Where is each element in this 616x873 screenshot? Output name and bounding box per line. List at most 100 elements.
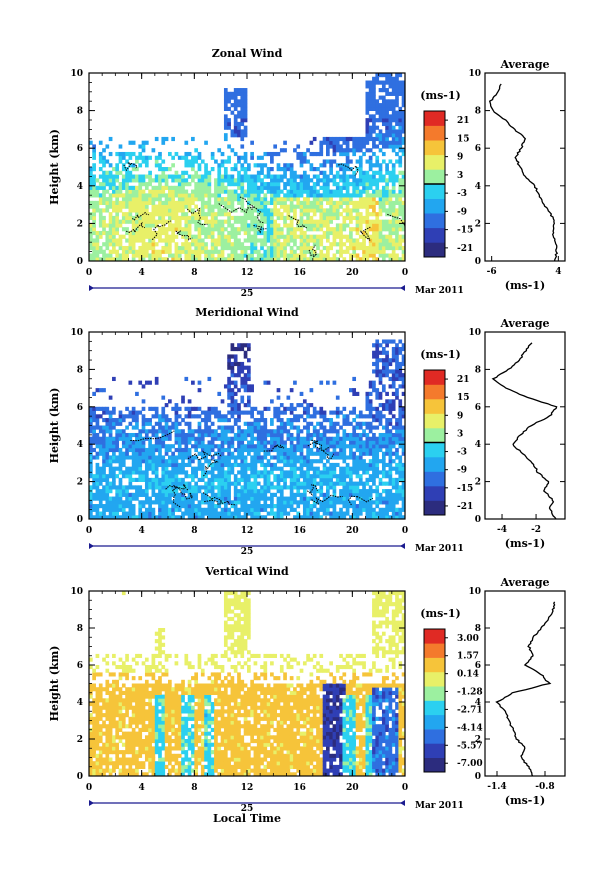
heatmap-cell <box>388 227 393 232</box>
heatmap-cell <box>243 223 248 228</box>
heatmap-cell <box>164 414 169 419</box>
heatmap-cell <box>362 219 366 224</box>
heatmap-cell <box>286 257 291 262</box>
heatmap-cell <box>214 504 218 509</box>
heatmap-cell <box>125 245 129 251</box>
heatmap-cell <box>102 451 106 456</box>
heatmap-cell <box>388 376 393 382</box>
heatmap-cell <box>391 215 396 221</box>
heatmap-cell <box>243 106 248 111</box>
heatmap-cell <box>108 496 113 501</box>
heatmap-cell <box>398 178 403 183</box>
heatmap-cell <box>102 200 106 205</box>
heatmap-cell <box>358 459 363 464</box>
heatmap-cell <box>135 455 139 460</box>
heatmap-cell <box>378 178 383 183</box>
heatmap-cell <box>223 121 228 127</box>
heatmap-cell <box>312 234 317 239</box>
heatmap-cell <box>398 129 403 134</box>
heatmap-cell <box>250 174 254 179</box>
heatmap-cell <box>319 432 324 438</box>
heatmap-cell <box>115 421 120 426</box>
heatmap-cell <box>263 477 268 482</box>
heatmap-cell <box>200 418 205 423</box>
heatmap-cell <box>204 414 208 419</box>
heatmap-cell <box>98 511 103 516</box>
heatmap-cell <box>243 174 248 179</box>
heatmap-cell <box>395 462 399 468</box>
heatmap-cell <box>102 436 106 441</box>
heatmap-cell <box>381 369 386 374</box>
heatmap-cell <box>171 215 175 221</box>
heatmap-cell <box>355 200 360 205</box>
heatmap-cell <box>89 459 93 464</box>
heatmap-cell <box>375 185 380 190</box>
heatmap-cell <box>161 200 166 205</box>
heatmap-cell <box>283 440 287 445</box>
heatmap-cell <box>174 481 179 486</box>
heatmap-cell <box>352 376 357 382</box>
heatmap-cell <box>177 414 182 419</box>
heatmap-cell <box>253 223 258 228</box>
heatmap-cell <box>230 388 235 393</box>
heatmap-cell <box>286 182 291 187</box>
heatmap-cell <box>362 496 366 501</box>
heatmap-cell <box>171 511 175 516</box>
heatmap-cell <box>200 511 205 516</box>
heatmap-cell <box>121 151 126 157</box>
heatmap-cell <box>240 182 245 187</box>
heatmap-cell <box>270 485 274 490</box>
heatmap-cell <box>381 489 386 494</box>
heatmap-cell <box>293 470 297 475</box>
heatmap-cell <box>362 170 366 175</box>
heatmap-cell <box>395 440 399 445</box>
heatmap-cell <box>121 511 126 516</box>
heatmap-cell <box>296 444 301 449</box>
heatmap-cell <box>385 496 389 501</box>
heatmap-cell <box>388 257 393 262</box>
heatmap-cell <box>92 436 96 441</box>
heatmap-cell <box>161 481 166 486</box>
heatmap-cell <box>378 88 383 93</box>
heatmap-cell <box>302 406 307 411</box>
heatmap-cell <box>253 489 258 494</box>
heatmap-cell <box>401 118 406 123</box>
heatmap-cell <box>391 227 396 232</box>
heatmap-cell <box>302 444 307 449</box>
heatmap-cell <box>365 515 370 520</box>
heatmap-cell <box>395 432 399 438</box>
heatmap-cell <box>240 144 245 149</box>
heatmap-cell <box>273 208 278 213</box>
heatmap-cell <box>365 212 370 217</box>
heatmap-cell <box>197 436 202 441</box>
heatmap-cell <box>250 436 254 441</box>
heatmap-cell <box>144 436 149 441</box>
heatmap-cell <box>204 167 208 172</box>
heatmap-cell <box>339 185 343 190</box>
heatmap-cell <box>207 504 212 509</box>
heatmap-cell <box>131 189 136 194</box>
heatmap-cell <box>276 447 281 453</box>
heatmap-cell <box>141 200 146 205</box>
heatmap-cell <box>253 204 258 209</box>
heatmap-cell <box>204 193 208 198</box>
heatmap-cell <box>151 215 156 221</box>
heatmap-cell <box>240 208 245 213</box>
heatmap-cell <box>164 481 169 486</box>
heatmap-cell <box>378 219 383 224</box>
heatmap-cell <box>237 346 241 352</box>
heatmap-cell <box>151 425 156 430</box>
heatmap-cell <box>312 208 317 213</box>
heatmap-cell <box>398 155 403 160</box>
heatmap-cell <box>289 178 294 183</box>
heatmap-cell <box>108 410 113 415</box>
heatmap-cell <box>342 459 347 464</box>
heatmap-cell <box>266 234 271 239</box>
heatmap-cell <box>335 140 340 145</box>
heatmap-cell <box>250 485 254 490</box>
heatmap-cell <box>372 189 376 194</box>
heatmap-cell <box>289 436 294 441</box>
heatmap-cell <box>385 418 389 423</box>
heatmap-cell <box>112 376 116 382</box>
heatmap-cell <box>105 421 110 426</box>
